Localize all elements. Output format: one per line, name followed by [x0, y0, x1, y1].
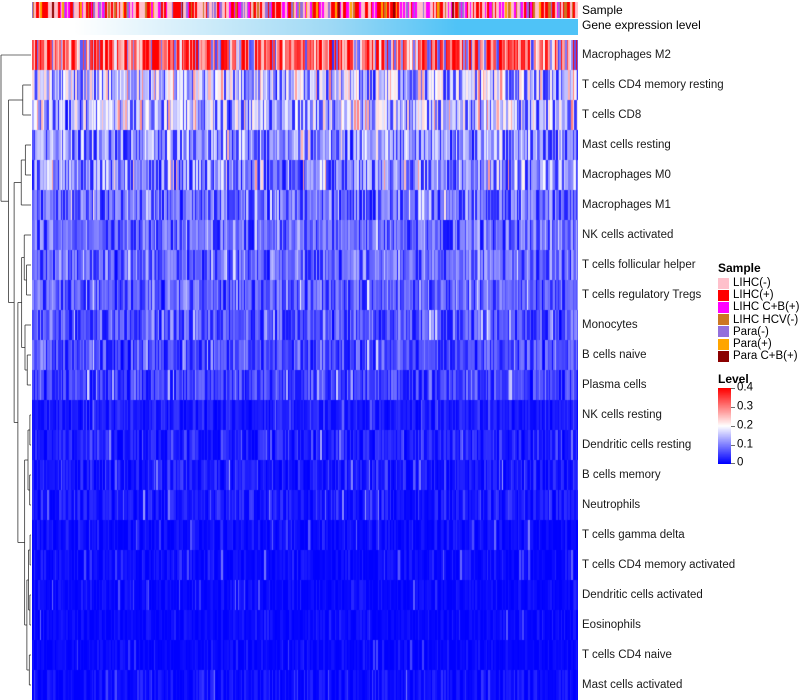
sample-legend-item[interactable]: LIHC HCV(-) — [718, 314, 800, 326]
level-tick-mark — [731, 388, 735, 390]
sample-legend-item[interactable]: Para(+) — [718, 338, 800, 350]
gene-expression-annotation-bar — [32, 19, 578, 35]
row-label: Macrophages M1 — [582, 199, 671, 211]
row-label: Mast cells resting — [582, 139, 671, 151]
legend-color-swatch — [718, 338, 729, 350]
row-label: T cells CD4 naive — [582, 649, 672, 661]
legend-item-label: Para C+B(+) — [733, 350, 798, 363]
legend-color-swatch — [718, 289, 729, 301]
level-tick-label: 0.2 — [737, 419, 753, 432]
legend-panel: Sample LIHC(-) LIHC(+) LIHC C+B(+) LIHC HCV… — [718, 261, 800, 469]
row-label: Macrophages M2 — [582, 49, 671, 61]
level-tick-label: 0 — [737, 456, 744, 469]
row-label: Plasma cells — [582, 379, 647, 391]
row-label: T cells CD8 — [582, 109, 642, 121]
row-label: T cells CD4 memory resting — [582, 79, 724, 91]
level-tick-mark — [731, 425, 735, 427]
row-label: Neutrophils — [582, 499, 641, 511]
row-label: B cells memory — [582, 469, 661, 481]
row-label: NK cells resting — [582, 409, 662, 421]
row-label: Dendritic cells resting — [582, 439, 692, 451]
row-label: Macrophages M0 — [582, 169, 671, 181]
level-tick-mark — [731, 407, 735, 409]
legend-item-label: Para(+) — [733, 338, 772, 351]
legend-item-label: LIHC(+) — [733, 289, 774, 302]
sample-legend-item[interactable]: LIHC(+) — [718, 289, 800, 301]
level-legend-title: Level — [718, 372, 749, 387]
level-tick-mark — [731, 463, 735, 465]
row-label: Dendritic cells activated — [582, 589, 703, 601]
sample-legend-title: Sample — [718, 261, 761, 275]
heatmap-body — [32, 40, 578, 700]
row-labels: Macrophages M2 T cells CD4 memory resting… — [582, 40, 742, 700]
row-label: T cells regulatory Tregs — [582, 289, 702, 301]
row-label: T cells follicular helper — [582, 259, 696, 271]
sample-annotation-label: Sample — [582, 3, 623, 17]
gene-expression-annotation-label: Gene expression level — [582, 18, 701, 32]
row-label: B cells naive — [582, 349, 647, 361]
level-legend: Level 0.4 0.3 0.2 0.1 0 — [718, 372, 800, 469]
level-colorbar — [718, 388, 731, 465]
legend-item-label: LIHC C+B(+) — [733, 301, 800, 314]
row-label: T cells gamma delta — [582, 529, 685, 541]
sample-legend-items: LIHC(-) LIHC(+) LIHC C+B(+) LIHC HCV(-) Para… — [718, 277, 800, 362]
row-label: Eosinophils — [582, 619, 641, 631]
row-label: Mast cells activated — [582, 679, 683, 691]
level-tick-label: 0.1 — [737, 438, 753, 451]
row-label: Monocytes — [582, 319, 638, 331]
sample-legend-item[interactable]: Para C+B(+) — [718, 350, 800, 362]
sample-annotation-bar — [32, 2, 578, 18]
legend-color-swatch — [718, 314, 729, 326]
sample-legend-item[interactable]: LIHC C+B(+) — [718, 301, 800, 313]
sample-legend-item[interactable]: Para(-) — [718, 326, 800, 338]
legend-item-label: Para(-) — [733, 325, 769, 338]
row-dendrogram — [0, 40, 32, 700]
row-label: NK cells activated — [582, 229, 674, 241]
level-tick-label: 0.3 — [737, 400, 753, 413]
legend-item-label: LIHC(-) — [733, 277, 771, 290]
legend-color-swatch — [718, 301, 729, 313]
level-tick-mark — [731, 444, 735, 446]
level-tick-label: 0.4 — [737, 381, 753, 394]
legend-color-swatch — [718, 350, 729, 362]
legend-color-swatch — [718, 277, 729, 289]
sample-legend-item[interactable]: LIHC(-) — [718, 277, 800, 289]
legend-color-swatch — [718, 326, 729, 338]
legend-item-label: LIHC HCV(-) — [733, 313, 799, 326]
row-label: T cells CD4 memory activated — [582, 559, 736, 571]
